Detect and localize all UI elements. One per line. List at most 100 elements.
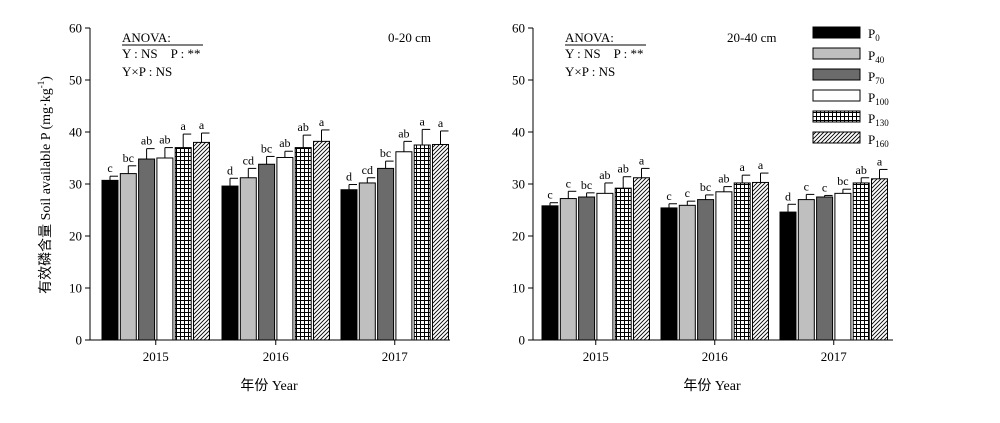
bar-p0-2015 bbox=[541, 205, 559, 341]
panel-depth-label: 0-20 cm bbox=[388, 30, 431, 45]
significance-label: bc bbox=[700, 180, 711, 194]
significance-label: a bbox=[438, 116, 444, 130]
bar-p130-2016 bbox=[294, 147, 312, 341]
bar-p130-2015 bbox=[174, 147, 192, 341]
significance-label: ab bbox=[141, 134, 152, 148]
anova-interaction: Y×P : NS bbox=[565, 64, 615, 79]
bar-p0-2016 bbox=[660, 207, 678, 341]
x-tick-label: 2016 bbox=[702, 349, 729, 364]
bar-p0-2015 bbox=[101, 179, 119, 341]
bar-p70-2015 bbox=[138, 158, 156, 341]
x-axis-title-left: 年份 Year bbox=[240, 378, 298, 394]
bar-p100-2017 bbox=[395, 151, 413, 341]
legend: P0 P40 P70 P100 P130 P160 bbox=[812, 26, 889, 149]
y-tick-label: 30 bbox=[69, 177, 82, 192]
x-axis-title-right: 年份 Year bbox=[683, 378, 741, 394]
bar-p100-2015 bbox=[596, 192, 614, 341]
significance-label: c bbox=[547, 188, 552, 202]
y-tick-label: 60 bbox=[512, 21, 525, 36]
significance-label: c bbox=[566, 176, 571, 190]
anova-title: ANOVA: bbox=[122, 30, 171, 45]
legend-swatch-p100 bbox=[812, 89, 861, 102]
x-tick-label: 2017 bbox=[382, 349, 409, 364]
y-tick-label: 20 bbox=[512, 229, 525, 244]
x-tick-label: 2016 bbox=[263, 349, 290, 364]
legend-label-p130: P130 bbox=[868, 111, 889, 128]
legend-swatch-p160 bbox=[812, 131, 861, 144]
y-tick-label: 40 bbox=[512, 125, 525, 140]
significance-label: a bbox=[740, 160, 746, 174]
bar-p130-2017 bbox=[852, 182, 870, 341]
significance-label: bc bbox=[837, 174, 848, 188]
significance-label: ab bbox=[279, 136, 290, 150]
legend-swatch-p130 bbox=[812, 110, 861, 123]
anova-interaction: Y×P : NS bbox=[122, 64, 172, 79]
significance-label: c bbox=[107, 161, 112, 175]
significance-label: a bbox=[420, 114, 426, 128]
panel-depth-label: 20-40 cm bbox=[727, 30, 776, 45]
bar-p100-2016 bbox=[715, 191, 733, 341]
significance-label: a bbox=[181, 119, 187, 133]
y-tick-label: 10 bbox=[69, 281, 82, 296]
x-tick-label: 2015 bbox=[583, 349, 609, 364]
significance-label: d bbox=[785, 189, 791, 203]
anova-main-effects: Y : NS P : ** bbox=[565, 46, 644, 61]
significance-label: a bbox=[199, 118, 205, 132]
significance-label: c bbox=[666, 189, 671, 203]
bar-p70-2017 bbox=[816, 196, 834, 341]
significance-label: d bbox=[346, 170, 352, 184]
chart-panel-0-20cm: ANOVA: Y : NS P : ** Y×P : NS 0-20 cm 0 1… bbox=[69, 21, 450, 364]
y-tick-label: 40 bbox=[69, 125, 82, 140]
bar-p130-2016 bbox=[733, 182, 751, 341]
significance-label: ab bbox=[159, 133, 170, 147]
bar-p130-2015 bbox=[614, 187, 632, 341]
significance-label: bc bbox=[581, 178, 592, 192]
bar-p70-2016 bbox=[258, 163, 276, 341]
significance-label: a bbox=[877, 154, 883, 168]
bar-p40-2017 bbox=[797, 199, 815, 341]
bar-p40-2016 bbox=[239, 177, 257, 341]
bar-p100-2016 bbox=[276, 156, 294, 341]
y-tick-label: 0 bbox=[519, 333, 526, 348]
significance-label: a bbox=[758, 158, 764, 172]
y-tick-label: 10 bbox=[512, 281, 525, 296]
legend-label-p70: P70 bbox=[868, 69, 885, 86]
y-tick-label: 50 bbox=[512, 73, 525, 88]
bar-p160-2015 bbox=[633, 177, 650, 341]
bar-p40-2015 bbox=[119, 173, 137, 341]
bar-p160-2016 bbox=[313, 140, 330, 341]
bar-p130-2017 bbox=[413, 144, 431, 341]
legend-swatch-p70 bbox=[812, 68, 861, 81]
legend-label-p40: P40 bbox=[868, 48, 885, 65]
legend-swatch-p0 bbox=[812, 26, 861, 39]
y-tick-label: 0 bbox=[76, 333, 83, 348]
bar-p100-2015 bbox=[156, 157, 174, 341]
y-axis-title: 有效磷含量 Soil available P (mg·kg-1) bbox=[36, 76, 54, 294]
significance-label: c bbox=[822, 180, 827, 194]
significance-label: ab bbox=[599, 168, 610, 182]
chart-panel-20-40cm: ANOVA: Y : NS P : ** Y×P : NS 20-40 cm 0… bbox=[512, 21, 893, 364]
bar-p100-2017 bbox=[834, 192, 852, 341]
significance-label: bc bbox=[123, 151, 134, 165]
significance-label: bc bbox=[380, 146, 391, 160]
legend-swatch-p40 bbox=[812, 47, 861, 60]
anova-main-effects: Y : NS P : ** bbox=[122, 46, 201, 61]
significance-label: ab bbox=[398, 126, 409, 140]
significance-label: ab bbox=[618, 162, 629, 176]
bar-p0-2017 bbox=[340, 189, 358, 341]
significance-label: bc bbox=[261, 141, 272, 155]
bar-p70-2016 bbox=[697, 199, 715, 341]
significance-label: ab bbox=[298, 120, 309, 134]
legend-label-p0: P0 bbox=[868, 26, 880, 43]
y-tick-label: 30 bbox=[512, 177, 525, 192]
bar-p70-2017 bbox=[377, 167, 395, 341]
significance-label: a bbox=[319, 115, 325, 129]
bar-p160-2016 bbox=[752, 181, 769, 341]
y-tick-label: 50 bbox=[69, 73, 82, 88]
significance-label: d bbox=[227, 163, 233, 177]
x-tick-label: 2017 bbox=[821, 349, 848, 364]
bar-p160-2015 bbox=[193, 141, 210, 341]
significance-label: c bbox=[804, 179, 809, 193]
bar-p0-2016 bbox=[221, 185, 239, 341]
